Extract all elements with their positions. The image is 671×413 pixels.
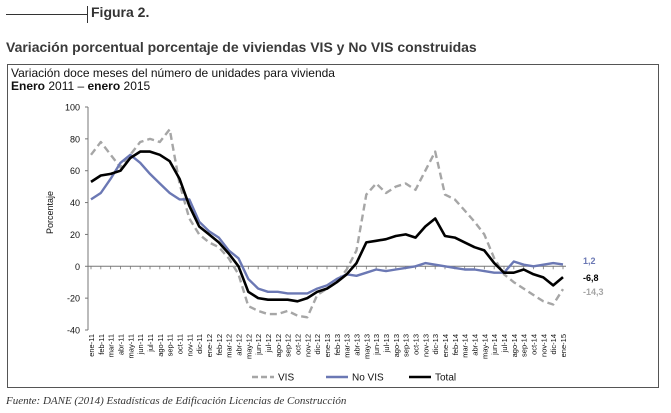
chart-subtitle-year-start: 2011 – xyxy=(45,79,88,93)
x-tick-label: ago-12 xyxy=(274,334,283,357)
y-tick-label: 100 xyxy=(65,103,80,113)
y-tick-label: 60 xyxy=(70,166,80,176)
x-tick-label: ago-14 xyxy=(510,334,519,357)
x-tick-label: ene-11 xyxy=(87,334,96,357)
x-tick-label: oct-13 xyxy=(412,334,421,355)
x-tick-label: oct-11 xyxy=(176,334,185,354)
legend-label-vis: VIS xyxy=(278,373,294,384)
chart-subtitle: Enero 2011 – enero 2015 xyxy=(11,80,150,93)
x-tick-label: ene-15 xyxy=(559,334,568,357)
x-tick-label: oct-14 xyxy=(530,334,539,355)
x-tick-label: may-13 xyxy=(362,334,371,359)
x-tick-label: mar-14 xyxy=(461,334,470,358)
chart-subtitle-month-end: enero xyxy=(87,79,121,93)
series-line-total xyxy=(90,150,564,303)
x-tick-label: sep-14 xyxy=(520,334,529,357)
figure-label: Figura 2. xyxy=(91,4,150,20)
y-tick-label: -40 xyxy=(67,326,80,336)
x-tick-label: jun-14 xyxy=(490,334,499,356)
legend-label-no-vis: No VIS xyxy=(352,373,384,384)
x-tick-label: dic-11 xyxy=(195,334,204,354)
legend-label-total: Total xyxy=(435,373,456,384)
chart-subtitle-month-start: Enero xyxy=(11,79,46,93)
x-tick-label: mar-12 xyxy=(225,334,234,358)
page-title: Variación porcentual porcentaje de vivie… xyxy=(6,39,477,55)
chart-frame xyxy=(7,64,659,388)
y-tick-label: 0 xyxy=(75,262,80,272)
x-tick-label: abr-14 xyxy=(471,334,480,356)
x-tick-label: may-12 xyxy=(244,334,253,359)
x-tick-label: abr-12 xyxy=(235,334,244,356)
x-tick-label: nov-11 xyxy=(185,334,194,356)
x-tick-label: jun-12 xyxy=(254,334,263,356)
x-tick-label: abr-11 xyxy=(117,334,126,355)
x-tick-label: nov-13 xyxy=(421,334,430,357)
source-note: Fuente: DANE (2014) Estadísticas de Edif… xyxy=(6,395,347,407)
x-tick-label: jul-12 xyxy=(264,334,273,353)
x-tick-label: dic-14 xyxy=(549,334,558,354)
x-tick-label: jul-11 xyxy=(146,334,155,353)
figure-rule xyxy=(6,14,87,15)
y-axis-label: Porcentaje xyxy=(45,191,55,234)
end-label-total: -6,8 xyxy=(583,273,599,283)
x-tick-label: dic-13 xyxy=(431,334,440,354)
figure-rule-tick xyxy=(87,6,88,23)
x-tick-label: may-14 xyxy=(480,334,489,359)
x-tick-label: ene-13 xyxy=(323,334,332,357)
x-tick-label: feb-14 xyxy=(451,334,460,355)
x-tick-label: jun-11 xyxy=(136,334,145,355)
x-tick-label: sep-13 xyxy=(402,334,411,357)
x-tick-label: ene-14 xyxy=(441,334,450,357)
x-tick-label: oct-12 xyxy=(294,334,303,355)
y-tick-label: -20 xyxy=(67,294,80,304)
y-tick-label: 40 xyxy=(70,198,80,208)
x-tick-label: ago-13 xyxy=(392,334,401,357)
y-tick-label: 80 xyxy=(70,134,80,144)
x-tick-label: sep-11 xyxy=(166,334,175,356)
end-label-no-vis: 1,2 xyxy=(583,256,596,266)
x-tick-label: dic-12 xyxy=(313,334,322,354)
x-tick-label: jul-14 xyxy=(500,334,509,353)
x-tick-label: nov-12 xyxy=(303,334,312,357)
x-tick-label: jul-13 xyxy=(382,334,391,353)
end-label-vis: -14,3 xyxy=(583,287,604,297)
x-tick-label: feb-12 xyxy=(215,334,224,355)
x-tick-label: jun-13 xyxy=(372,334,381,356)
x-tick-label: ago-11 xyxy=(156,334,165,357)
x-tick-label: ene-12 xyxy=(205,334,214,357)
series-line-vis xyxy=(90,128,565,319)
chart-title: Variación doce meses del número de unida… xyxy=(11,66,335,80)
series-line-no-vis xyxy=(90,153,564,295)
x-tick-label: mar-11 xyxy=(107,334,116,357)
x-tick-label: abr-13 xyxy=(353,334,362,356)
x-tick-label: nov-14 xyxy=(539,334,548,357)
x-tick-label: feb-13 xyxy=(333,334,342,355)
x-tick-label: sep-12 xyxy=(284,334,293,357)
y-tick-label: 20 xyxy=(70,230,80,240)
x-tick-label: mar-13 xyxy=(343,334,352,358)
x-tick-label: may-11 xyxy=(126,334,135,358)
chart-subtitle-year-end: 2015 xyxy=(120,79,151,93)
x-tick-label: feb-11 xyxy=(97,334,106,355)
